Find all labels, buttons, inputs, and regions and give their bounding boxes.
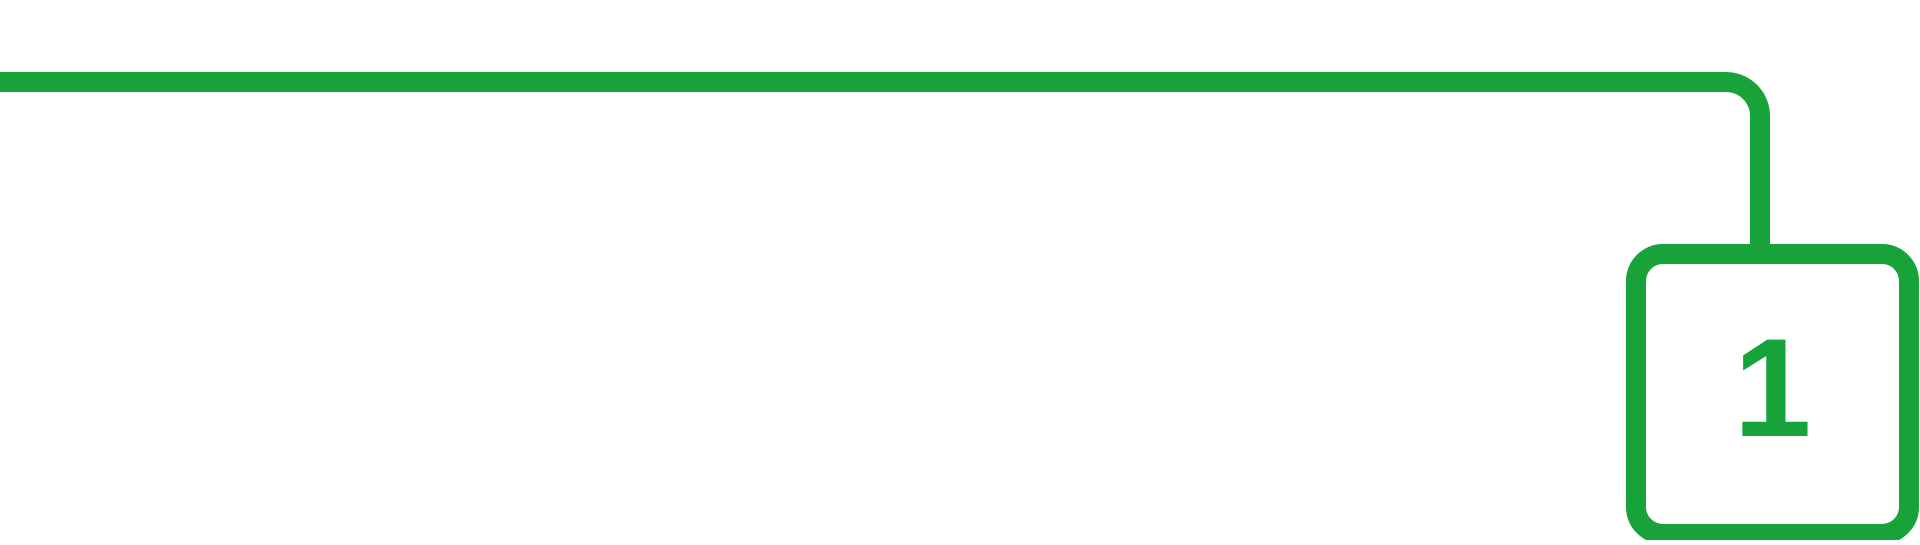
step-number: 1	[1733, 309, 1812, 466]
step-box	[1626, 244, 1919, 544]
connector-line	[0, 72, 1770, 250]
connector-stub	[1755, 534, 1765, 540]
